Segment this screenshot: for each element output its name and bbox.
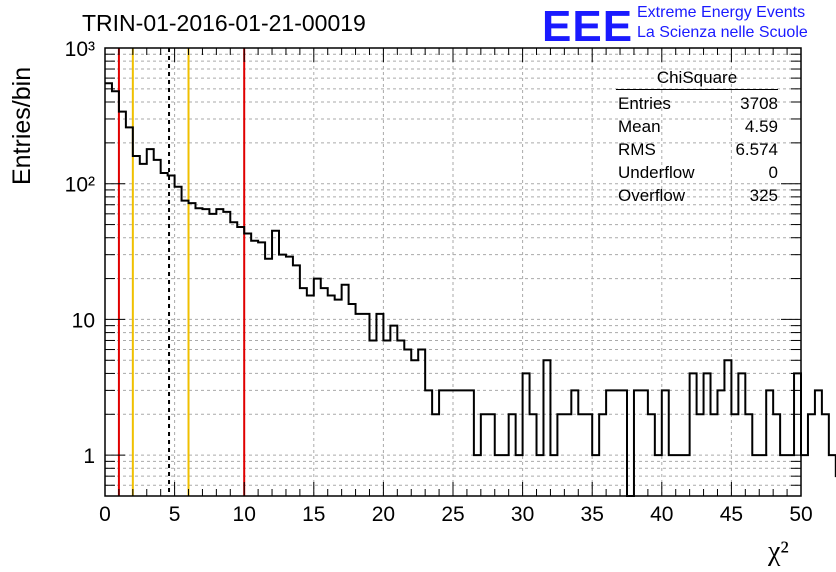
x-tick-label: 25: [441, 503, 464, 526]
x-tick-label: 5: [169, 503, 181, 526]
chart-title: TRIN-01-2016-01-21-00019: [82, 10, 366, 36]
x-tick-label: 30: [511, 503, 534, 526]
axis-ticks: [104, 47, 802, 497]
x-tick-label: 45: [720, 503, 743, 526]
histogram-series: [105, 82, 836, 497]
x-tick-label: 15: [302, 503, 325, 526]
tick-labels: 0 5 10 15 20 25 30 35 40 45 50 1 10 10² 10³: [65, 38, 813, 526]
x-tick-label: 35: [581, 503, 604, 526]
x-axis-label: χ²: [768, 536, 789, 567]
logo-line-2: La Scienza nelle Scuole: [637, 24, 808, 41]
y-axis-label: Entries/bin: [8, 66, 36, 185]
x-tick-label: 10: [233, 503, 256, 526]
stats-name: ChiSquare: [616, 68, 778, 90]
x-tick-label: 0: [99, 503, 111, 526]
stats-row-overflow: Overflow 325: [618, 186, 778, 205]
x-tick-label: 40: [650, 503, 673, 526]
eee-logo: EEE: [542, 2, 634, 51]
y-tick-label: 10³: [65, 38, 95, 61]
threshold-lines: [117, 48, 246, 496]
logo-line-1: Extreme Energy Events: [637, 4, 806, 21]
x-tick-label: 20: [372, 503, 395, 526]
stats-row-mean: Mean 4.59: [618, 117, 778, 136]
stats-box: ChiSquare Entries 3708 Mean 4.59 RMS 6.574 …: [610, 68, 778, 207]
stats-row-rms: RMS 6.574: [618, 140, 778, 159]
stats-row-underflow: Underflow 0: [618, 163, 778, 182]
y-tick-label: 1: [83, 445, 95, 468]
y-tick-label: 10: [72, 309, 95, 332]
x-tick-label: 50: [789, 503, 812, 526]
stats-row-entries: Entries 3708: [618, 94, 778, 113]
y-tick-label: 10²: [65, 174, 95, 197]
